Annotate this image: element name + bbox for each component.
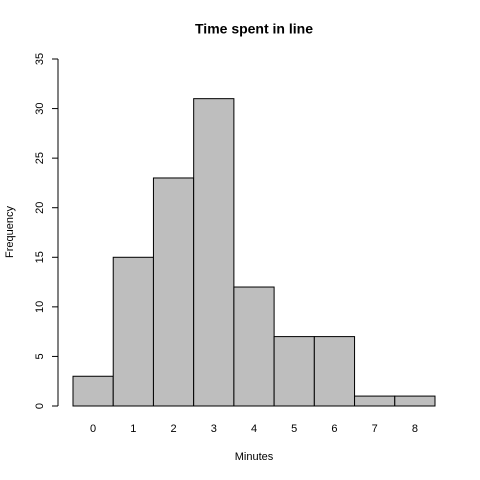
y-tick-label: 30	[34, 102, 46, 114]
x-tick-label: 8	[412, 423, 418, 435]
y-tick-label: 0	[34, 403, 46, 409]
bar	[233, 286, 275, 407]
chart-title: Time spent in line	[195, 21, 313, 37]
bar	[72, 375, 114, 407]
x-tick-label: 2	[170, 423, 176, 435]
x-tick-label: 7	[372, 423, 378, 435]
y-axis-label: Frequency	[4, 206, 16, 258]
x-tick-label: 6	[331, 423, 337, 435]
bar	[112, 256, 154, 407]
bar	[394, 395, 436, 407]
bar	[354, 395, 396, 407]
y-tick-label: 20	[34, 202, 46, 214]
x-tick-label: 5	[291, 423, 297, 435]
bar	[313, 336, 356, 407]
y-tick-label: 10	[34, 301, 46, 313]
x-tick-label: 1	[130, 423, 136, 435]
x-axis-label: Minutes	[235, 451, 274, 463]
bar	[273, 336, 315, 407]
x-tick-label: 3	[211, 423, 217, 435]
x-tick-label: 0	[90, 423, 96, 435]
x-tick-label: 4	[251, 423, 257, 435]
y-tick-label: 15	[34, 251, 46, 263]
y-tick-label: 5	[34, 353, 46, 359]
y-tick-label: 35	[34, 53, 46, 65]
bar	[193, 98, 235, 407]
y-tick-label: 25	[34, 152, 46, 164]
bar	[152, 177, 195, 407]
